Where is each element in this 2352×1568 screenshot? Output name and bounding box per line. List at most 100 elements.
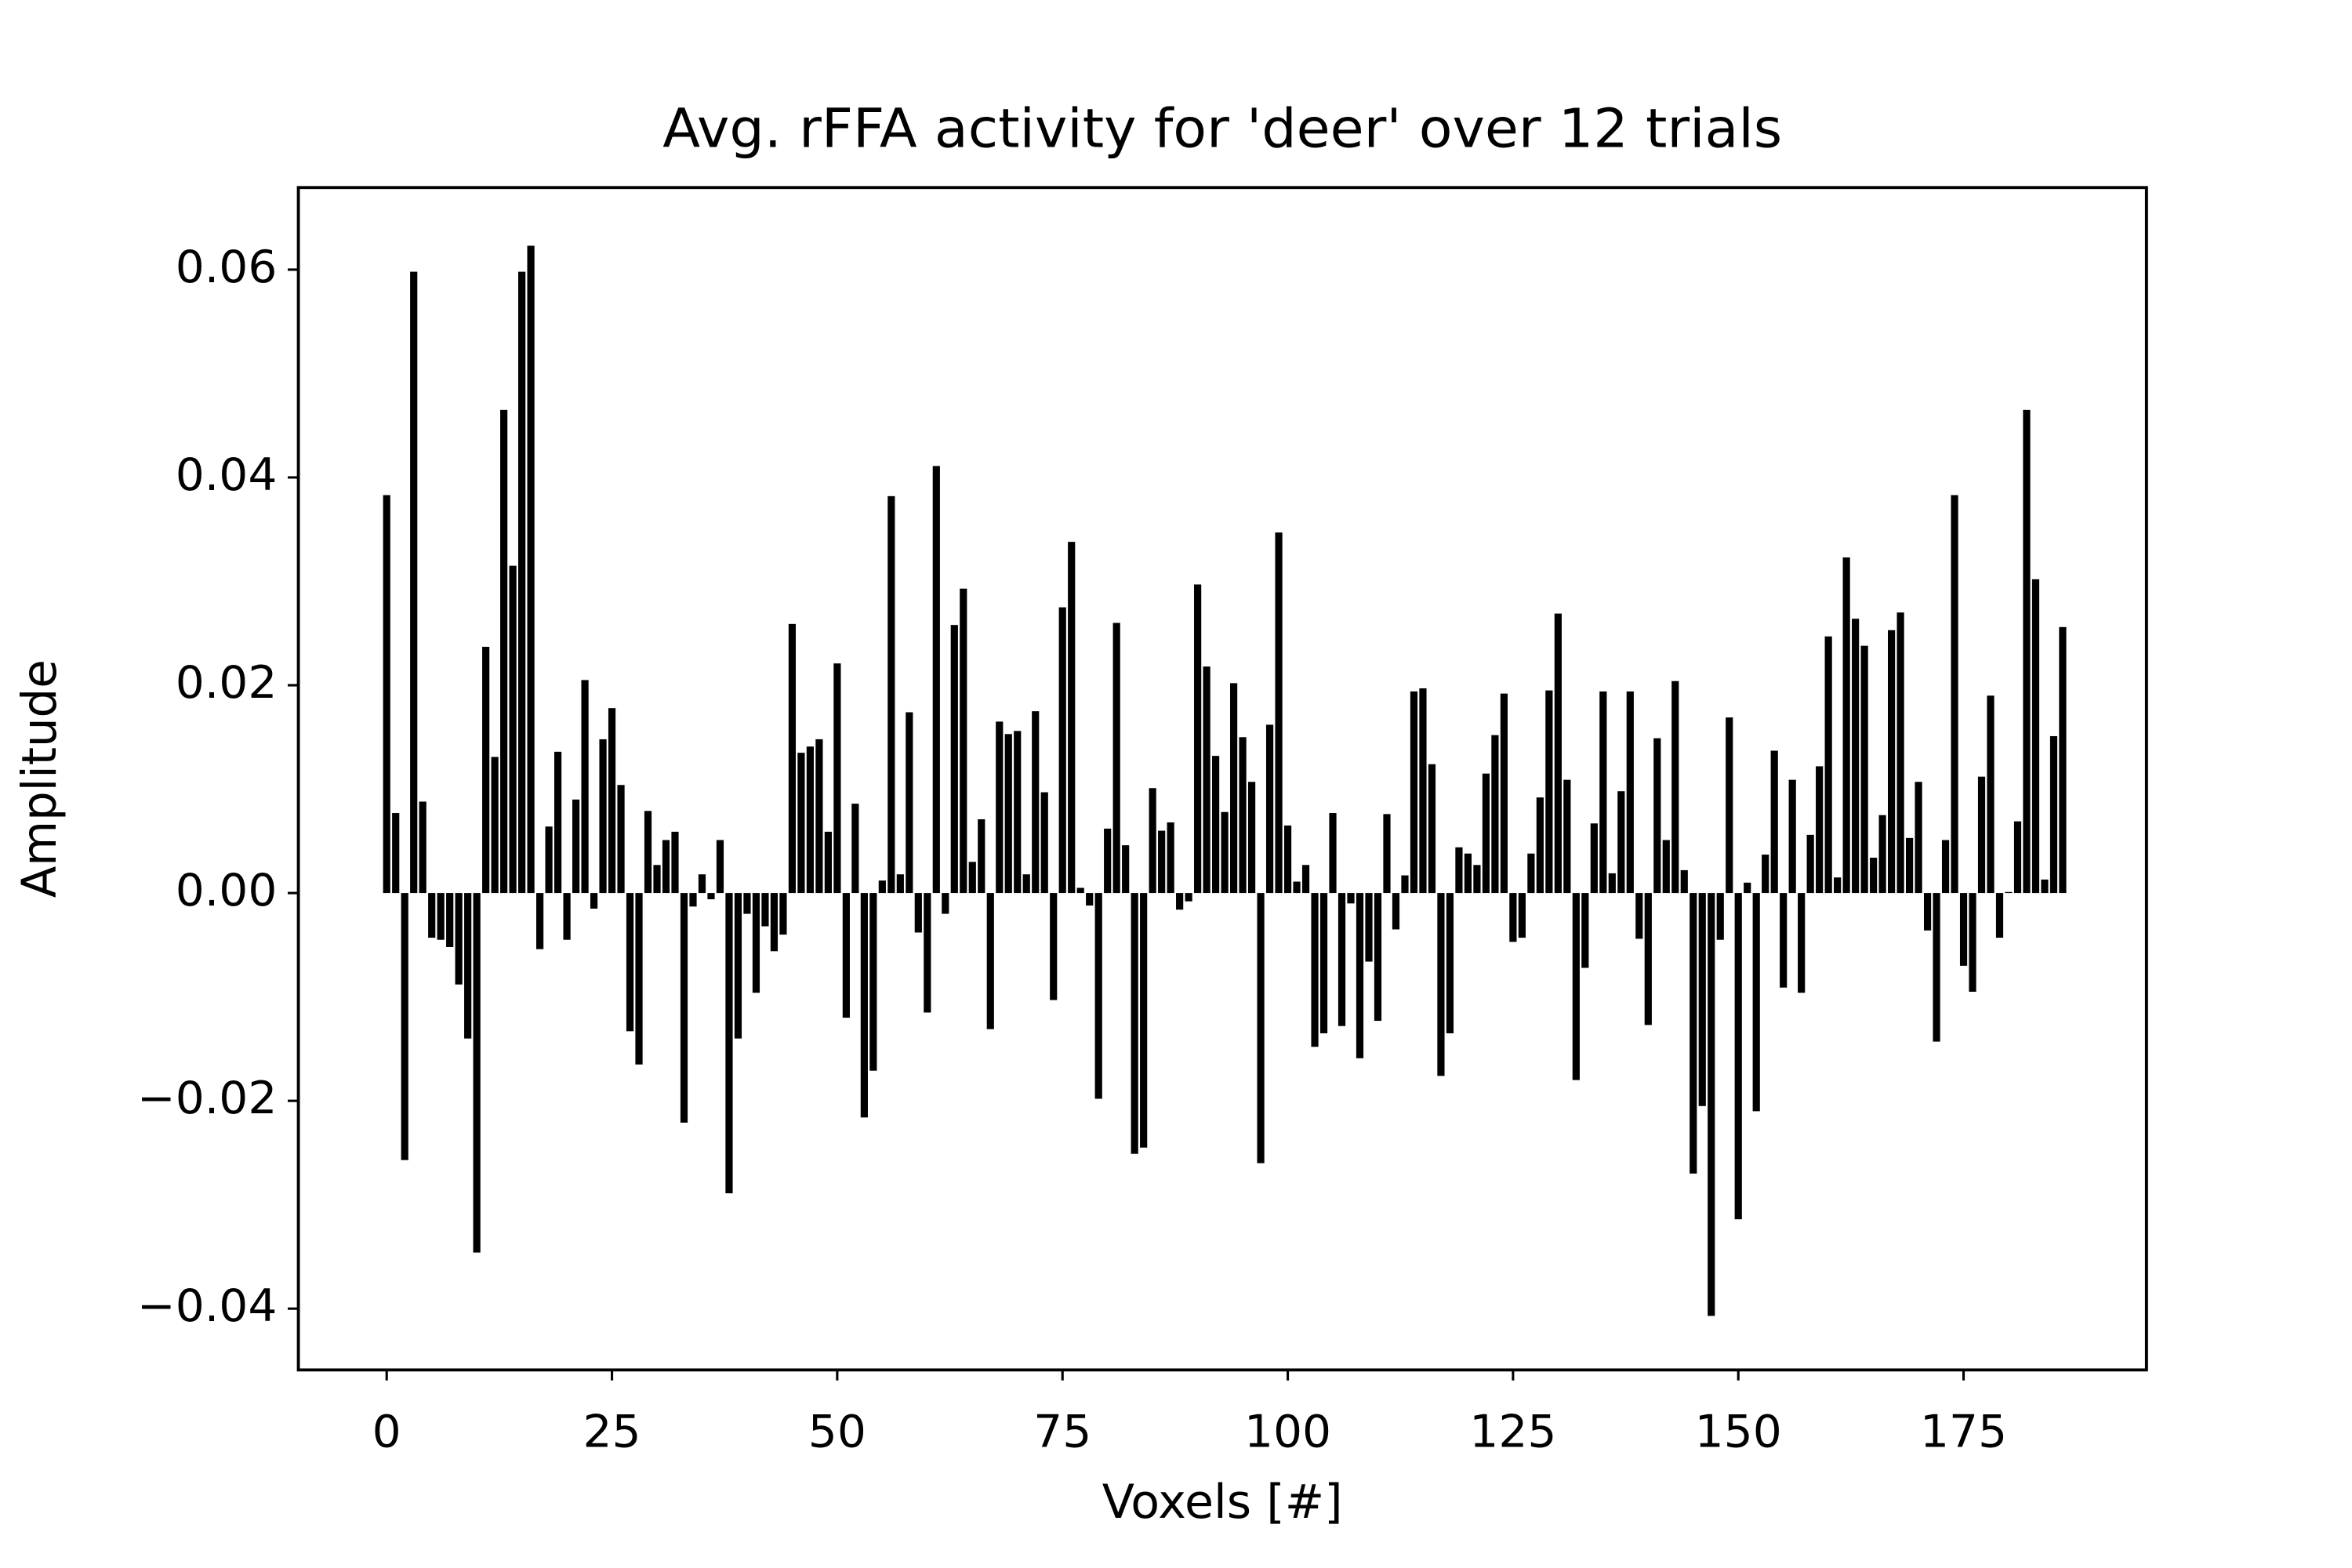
bar <box>383 495 390 894</box>
bar <box>2013 821 2022 894</box>
bar <box>1500 693 1508 894</box>
bar <box>545 826 553 894</box>
bar <box>960 588 967 894</box>
bar <box>1744 882 1751 894</box>
bar <box>1329 813 1337 894</box>
bar <box>590 893 598 909</box>
bar <box>1356 893 1364 1058</box>
bar <box>1915 782 1922 894</box>
bar <box>1896 612 1904 894</box>
bar <box>1644 893 1652 1025</box>
bar <box>635 893 643 1065</box>
bar <box>464 893 472 1039</box>
bar <box>1221 811 1229 894</box>
bar <box>680 893 688 1123</box>
y-tick-label: 0.06 <box>176 240 278 293</box>
bar <box>1834 877 1842 894</box>
bar <box>1392 893 1400 930</box>
bar <box>1283 825 1292 894</box>
bar <box>842 893 850 1018</box>
bar <box>1599 691 1607 894</box>
bar <box>455 893 463 985</box>
bar <box>1301 865 1310 894</box>
bar <box>1671 681 1679 894</box>
bar <box>1726 717 1733 894</box>
x-tick-label: 150 <box>1695 1405 1782 1458</box>
bar <box>1770 750 1778 894</box>
bar <box>779 893 787 935</box>
y-axis-label: Amplitude <box>13 659 67 898</box>
bar <box>1022 874 1030 894</box>
bar <box>662 840 670 894</box>
bar <box>815 739 823 894</box>
bar <box>761 893 769 927</box>
bar <box>1265 724 1274 894</box>
bar <box>392 813 400 894</box>
bar <box>581 680 589 894</box>
bar <box>1032 711 1040 894</box>
bar <box>2041 879 2049 894</box>
bar <box>401 893 408 1160</box>
bar <box>1816 766 1824 894</box>
bar <box>924 893 931 1013</box>
bar <box>1617 791 1625 894</box>
y-tick-label: −0.04 <box>137 1279 277 1333</box>
y-tick-label: 0.02 <box>176 655 278 709</box>
bar <box>1122 845 1130 894</box>
bar <box>878 880 886 894</box>
x-tick-label: 75 <box>1033 1405 1091 1458</box>
bar <box>1428 764 1436 894</box>
bar <box>653 865 661 894</box>
bar <box>1149 788 1156 894</box>
bar <box>1176 893 1184 910</box>
bar <box>1806 834 1814 894</box>
bar <box>1653 738 1661 894</box>
bar <box>689 893 697 907</box>
bar <box>1536 797 1544 894</box>
bar <box>1239 737 1247 894</box>
bar <box>1995 893 2004 938</box>
y-tick-label: 0.04 <box>176 448 278 501</box>
bar <box>1014 731 1022 894</box>
x-tick-label: 25 <box>583 1405 641 1458</box>
bar <box>1167 822 1174 894</box>
bar <box>572 799 580 894</box>
bar <box>608 708 616 894</box>
bar <box>1131 893 1138 1154</box>
bar <box>1788 779 1796 894</box>
bar <box>473 893 481 1253</box>
bar <box>1590 823 1598 894</box>
x-tick-label: 50 <box>808 1405 866 1458</box>
x-tick-label: 175 <box>1920 1405 2007 1458</box>
x-tick-label: 100 <box>1244 1405 1331 1458</box>
bar <box>1941 840 1950 894</box>
bar <box>1058 607 1066 894</box>
bar <box>1977 776 1986 894</box>
bar <box>518 271 526 894</box>
bar <box>806 746 815 894</box>
x-tick-label: 125 <box>1469 1405 1556 1458</box>
bar <box>1923 893 1932 931</box>
bar <box>1040 792 1048 894</box>
bar <box>428 893 436 938</box>
bar <box>1572 893 1580 1080</box>
bar <box>914 893 922 933</box>
bar <box>1311 893 1319 1047</box>
bar <box>1780 893 1788 988</box>
bar <box>1842 557 1850 894</box>
bar <box>1690 893 1697 1174</box>
bar <box>2005 891 2013 894</box>
bar <box>1905 837 1914 894</box>
bar <box>1203 666 1210 894</box>
bar <box>1473 865 1481 894</box>
bar <box>536 893 544 949</box>
x-axis-label: Voxels [#] <box>1102 1475 1343 1529</box>
chart-title: Avg. rFFA activity for 'deer' over 12 tr… <box>662 98 1782 160</box>
bar <box>725 893 733 1194</box>
bar <box>446 893 454 947</box>
bar <box>1824 636 1832 894</box>
bar <box>1419 688 1427 894</box>
bar <box>1194 584 1202 894</box>
bar <box>833 663 841 894</box>
